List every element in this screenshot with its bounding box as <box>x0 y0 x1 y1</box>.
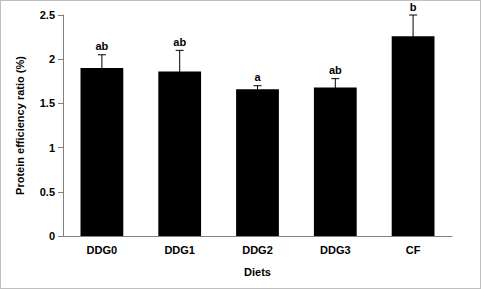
svg-text:Protein efficiency ratio (%): Protein efficiency ratio (%) <box>14 56 26 195</box>
svg-text:b: b <box>410 1 417 13</box>
svg-text:1.5: 1.5 <box>40 97 55 109</box>
svg-text:DDG0: DDG0 <box>87 244 118 256</box>
svg-text:DDG1: DDG1 <box>164 244 195 256</box>
svg-text:CF: CF <box>406 244 421 256</box>
svg-text:1: 1 <box>49 142 55 154</box>
svg-text:DDG3: DDG3 <box>320 244 351 256</box>
svg-text:ab: ab <box>95 40 108 52</box>
svg-text:ab: ab <box>173 36 186 48</box>
svg-text:2.5: 2.5 <box>40 9 55 21</box>
svg-text:Diets: Diets <box>244 266 271 278</box>
svg-text:a: a <box>254 71 261 83</box>
svg-text:2: 2 <box>49 53 55 65</box>
svg-text:ab: ab <box>329 64 342 76</box>
svg-text:0.5: 0.5 <box>40 186 55 198</box>
svg-text:DDG2: DDG2 <box>242 244 273 256</box>
svg-text:0: 0 <box>49 230 55 242</box>
